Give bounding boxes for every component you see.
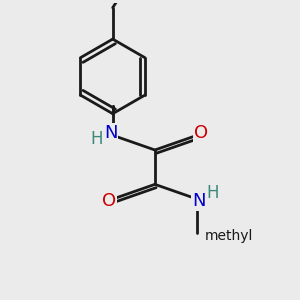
Text: O: O <box>102 192 116 210</box>
Text: H: H <box>207 184 219 202</box>
Text: N: N <box>192 192 206 210</box>
Text: O: O <box>194 124 208 142</box>
Text: N: N <box>104 124 118 142</box>
Text: methyl: methyl <box>205 230 253 243</box>
Text: H: H <box>91 130 103 148</box>
